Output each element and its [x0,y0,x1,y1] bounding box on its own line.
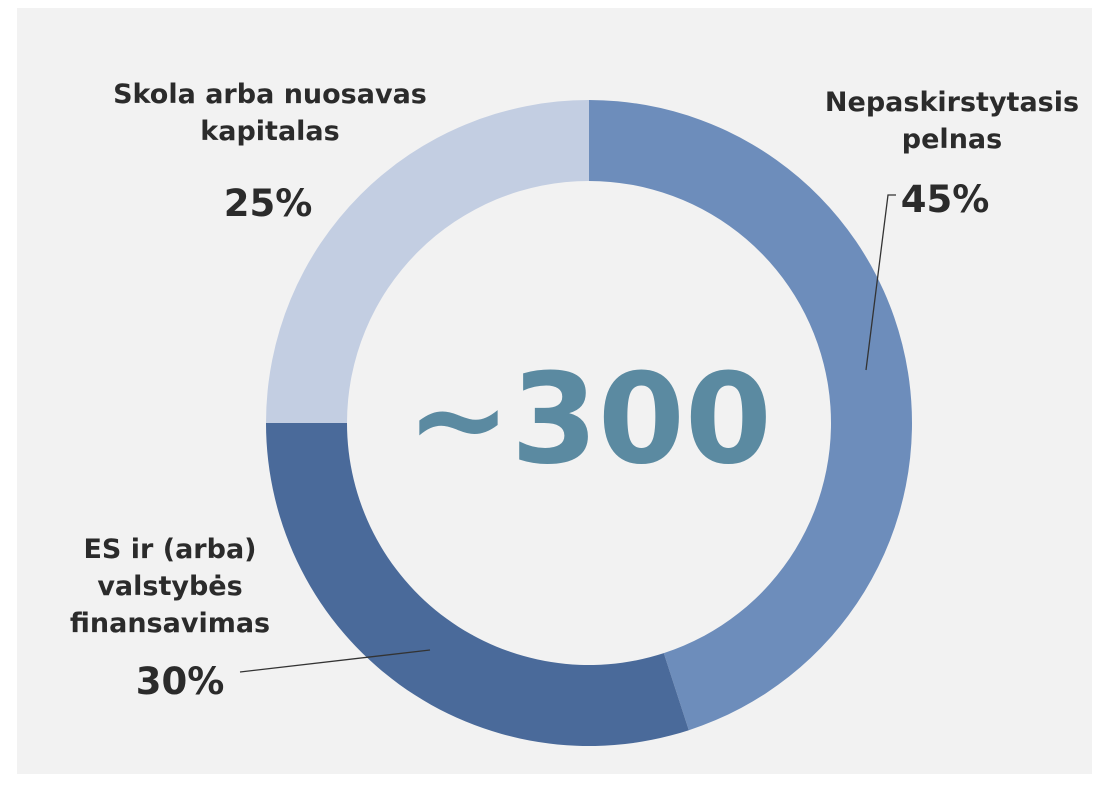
leader-line [865,194,896,371]
value-label: 30% [135,660,225,703]
donut-slice [589,100,912,731]
donut-slice [266,423,689,746]
value-label: 45% [900,178,990,221]
slice-label: Skola arba nuosavas kapitalas [113,79,427,147]
leader-line [239,649,431,673]
center-annotation: ~300 [406,347,772,492]
value-label: 25% [223,182,313,225]
donut-slice [266,100,589,423]
slice-label: ES ir (arba) valstybės finansavimas [69,534,271,639]
slice-label: Nepaskirstytasis pelnas [824,87,1080,155]
